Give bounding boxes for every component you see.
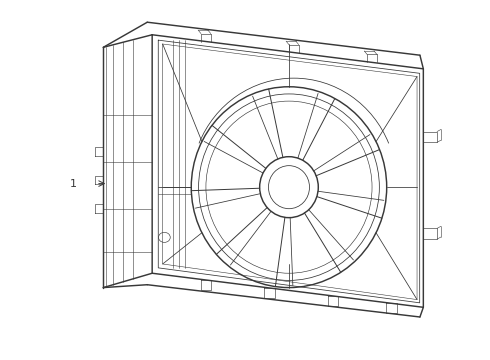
Text: 1: 1 [70,179,76,189]
